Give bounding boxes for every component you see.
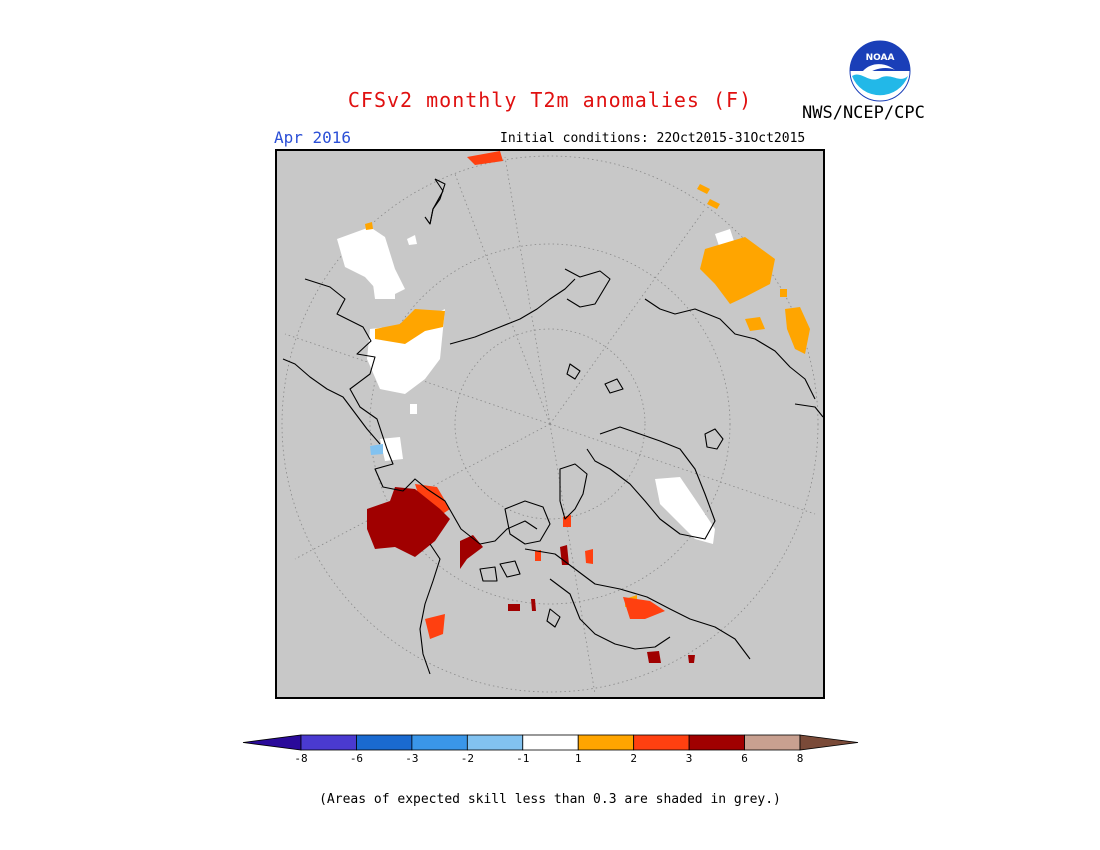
patch-orange-4 <box>697 184 710 194</box>
map-title: CFSv2 monthly T2m anomalies (F) <box>347 88 753 112</box>
patch-redorange-3 <box>623 597 665 619</box>
coast-siberia-north <box>449 278 576 345</box>
patch-redorange-7 <box>535 550 541 561</box>
colorbar-bin <box>242 734 302 751</box>
anomaly-slight-above <box>365 184 810 607</box>
agency-label: NWS/NCEP/CPC <box>802 103 925 123</box>
patch-darkred-3 <box>508 604 520 611</box>
coast-baffin-b <box>424 178 446 225</box>
patch-orange-3 <box>785 307 810 354</box>
patch-white-4 <box>655 477 715 544</box>
noaa-logo-text: NOAA <box>866 53 895 63</box>
coast-norway <box>282 358 381 445</box>
patch-white-6 <box>407 235 417 245</box>
colorbar-tick-label: 6 <box>741 752 748 765</box>
colorbar-tick-label: -6 <box>350 752 363 765</box>
patch-orange-6 <box>745 317 765 331</box>
colorbar-bin <box>411 734 468 751</box>
colorbar-legend: -8 -6 -3 -2 -1 1 2 3 6 8 <box>242 734 859 765</box>
meridian-3 <box>549 208 706 425</box>
graticule-circle-inner <box>454 328 646 520</box>
patch-white-1 <box>337 227 405 299</box>
coast-hudson-bay <box>549 578 671 650</box>
patch-orange-1 <box>700 237 775 304</box>
colorbar-tick-label: -3 <box>405 752 418 765</box>
patch-darkred-2 <box>460 535 483 569</box>
skill-note: (Areas of expected skill less than 0.3 a… <box>319 792 781 807</box>
patch-orange-7 <box>780 289 787 297</box>
meridian-5 <box>549 423 596 695</box>
coast-banks-island <box>499 560 521 578</box>
patch-orange-2 <box>375 309 445 344</box>
colorbar-tick-label: 2 <box>630 752 637 765</box>
colorbar-bin <box>466 734 524 751</box>
patch-darkred-4 <box>531 599 536 611</box>
patch-redorange-4 <box>425 614 445 639</box>
colorbar-tick-label: -8 <box>294 752 307 765</box>
coast-iceland <box>704 428 724 450</box>
noaa-logo: NOAA <box>849 40 911 102</box>
patch-darkred-1 <box>367 487 450 557</box>
coast-alaska <box>419 543 441 675</box>
patch-white-8 <box>410 404 417 414</box>
colorbar-bin <box>633 734 690 751</box>
coast-russia-east <box>644 298 816 400</box>
map-frame <box>275 149 825 699</box>
graticule-circle-outer <box>281 155 819 693</box>
polar-map <box>275 149 825 699</box>
patch-darkred-6 <box>688 655 695 663</box>
patch-white-7 <box>380 437 403 461</box>
coastlines <box>282 178 824 675</box>
coast-canada-north <box>524 548 751 660</box>
initial-conditions: Initial conditions: 22Oct2015-31Oct2015 <box>500 131 806 146</box>
colorbar-bin <box>356 734 413 751</box>
colorbar-bin <box>522 734 579 751</box>
patch-orange-9 <box>365 222 373 230</box>
anomaly-slight-below <box>370 444 383 455</box>
meridian-2 <box>504 156 551 425</box>
colorbar-bin <box>300 734 357 751</box>
colorbar-tick-label: -2 <box>461 752 474 765</box>
colorbar-bins <box>242 734 859 751</box>
coast-arctic-isles-1 <box>559 463 588 520</box>
coast-victoria-island <box>479 566 498 582</box>
colorbar-tick-label: 8 <box>797 752 804 765</box>
patch-white-3 <box>373 281 395 299</box>
graticule-circle-mid <box>369 243 731 605</box>
patch-redorange-1 <box>467 151 503 165</box>
coast-eurasia-west <box>304 278 538 545</box>
anomaly-well-above <box>367 487 695 663</box>
coast-arctic-isles-2 <box>504 500 551 545</box>
coast-british-isles <box>794 403 824 418</box>
patch-darkred-5 <box>647 651 661 663</box>
colorbar-tick-labels: -8 -6 -3 -2 -1 1 2 3 6 8 <box>294 752 803 765</box>
patch-redorange-6 <box>585 549 593 564</box>
colorbar-bin <box>577 734 635 751</box>
colorbar-tick-label: 1 <box>575 752 582 765</box>
coast-novaya-zemlya <box>564 268 611 308</box>
meridian-4 <box>549 423 816 515</box>
colorbar-bin <box>688 734 745 751</box>
colorbar-tick-label: 3 <box>686 752 693 765</box>
colorbar-tick-label: -1 <box>516 752 529 765</box>
patch-orange-5 <box>707 199 720 209</box>
forecast-month: Apr 2016 <box>274 128 352 147</box>
coast-southampton <box>546 608 561 628</box>
coast-greenland <box>586 426 716 540</box>
colorbar-bin <box>744 734 801 751</box>
coast-franz-josef <box>604 378 624 394</box>
coast-severnaya <box>566 363 581 380</box>
patch-lightblue-1 <box>370 444 383 455</box>
colorbar-bin <box>799 734 859 751</box>
